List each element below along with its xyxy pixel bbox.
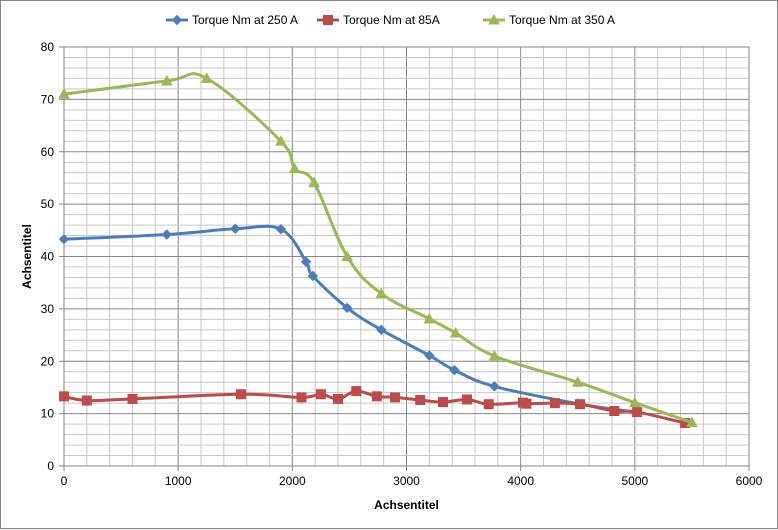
- series-1: [58, 223, 641, 418]
- data-point: [423, 312, 436, 324]
- data-point: [483, 399, 494, 410]
- data-point: [488, 349, 501, 361]
- data-point: [609, 406, 620, 417]
- series-2: [59, 386, 691, 429]
- data-point: [58, 88, 70, 99]
- y-tick-label: 60: [41, 145, 55, 159]
- data-point: [341, 302, 353, 314]
- data-point: [462, 394, 473, 405]
- x-tick-label: 3000: [393, 474, 420, 488]
- data-point: [333, 393, 343, 404]
- grid: [63, 46, 750, 467]
- data-point: [351, 386, 362, 397]
- data-point: [315, 389, 326, 400]
- data-point: [81, 395, 92, 406]
- legend-marker: [323, 15, 333, 25]
- legend-entry-2: Torque Nm at 85A: [317, 13, 440, 27]
- series-3: [58, 72, 698, 428]
- data-point: [575, 399, 586, 410]
- data-point: [424, 350, 435, 361]
- legend: Torque Nm at 250 A Torque Nm at 85A Torque…: [166, 13, 615, 27]
- legend-marker: [171, 14, 183, 26]
- data-point: [288, 162, 301, 174]
- y-axis-title: Achsentitel: [20, 224, 34, 289]
- data-point: [686, 416, 698, 428]
- data-point: [371, 391, 382, 402]
- y-tick-label: 40: [41, 250, 55, 264]
- y-tick-label: 80: [41, 40, 55, 54]
- y-tick-label: 20: [41, 354, 55, 368]
- data-point: [300, 256, 312, 267]
- x-tick-label: 1000: [165, 474, 192, 488]
- data-point: [489, 381, 500, 392]
- data-point: [296, 392, 307, 403]
- data-point: [390, 392, 401, 403]
- x-tick-label: 0: [61, 474, 68, 488]
- data-point: [449, 364, 460, 376]
- data-point: [376, 324, 387, 336]
- axes: 0 1000 2000 3000 4000 5000 6000 0 10 20 30 40 50 60 70…: [41, 40, 763, 488]
- x-tick-label: 5000: [621, 474, 648, 488]
- legend-entry-1: Torque Nm at 250 A: [166, 13, 298, 27]
- data-point: [632, 407, 643, 418]
- x-tick-label: 2000: [279, 474, 306, 488]
- legend-label: Torque Nm at 85A: [343, 13, 440, 27]
- data-point: [160, 75, 173, 86]
- data-point: [438, 397, 449, 408]
- data-point: [275, 224, 287, 235]
- data-point: [275, 135, 287, 146]
- x-tick-label: 6000: [736, 474, 763, 488]
- data-point: [571, 376, 584, 387]
- data-point: [375, 287, 388, 299]
- data-point: [59, 391, 69, 402]
- y-tick-label: 50: [41, 197, 55, 211]
- series: [58, 72, 698, 429]
- legend-label: Torque Nm at 250 A: [192, 13, 298, 27]
- legend-label: Torque Nm at 350 A: [509, 13, 615, 27]
- data-point: [58, 234, 70, 245]
- data-point: [200, 72, 213, 83]
- data-point: [161, 229, 172, 240]
- series-line: [63, 72, 693, 424]
- data-point: [449, 326, 462, 338]
- x-tick-label: 4000: [507, 474, 534, 488]
- data-point: [230, 223, 241, 234]
- legend-entry-3: Torque Nm at 350 A: [483, 13, 615, 27]
- data-point: [308, 176, 320, 188]
- data-point: [628, 396, 641, 408]
- y-tick-label: 10: [41, 407, 55, 421]
- data-point: [307, 270, 319, 282]
- data-point: [127, 393, 138, 404]
- data-point: [235, 389, 246, 400]
- x-axis-title: Achsentitel: [374, 498, 439, 512]
- data-point: [521, 398, 532, 409]
- y-tick-label: 0: [47, 459, 54, 473]
- y-tick-label: 70: [41, 92, 55, 106]
- data-point: [415, 395, 426, 406]
- legend-marker: [488, 13, 500, 25]
- data-point: [549, 398, 560, 409]
- y-tick-label: 30: [41, 302, 55, 316]
- data-point: [341, 250, 353, 261]
